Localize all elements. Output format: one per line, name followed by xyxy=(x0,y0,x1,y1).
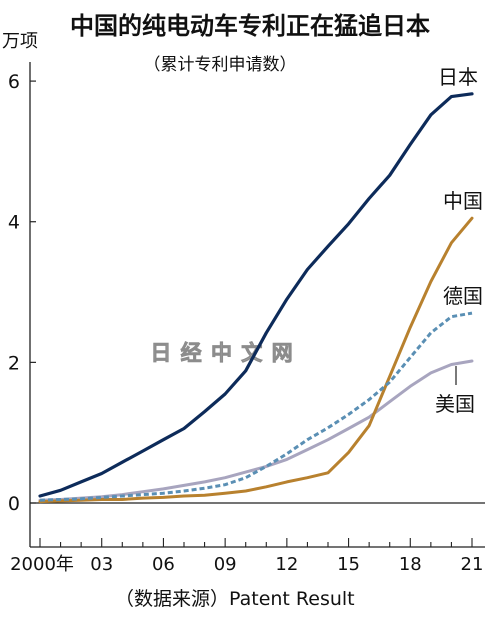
series-line-0 xyxy=(38,92,474,498)
y-tick-label: 4 xyxy=(8,212,20,234)
series-line-2 xyxy=(39,311,473,502)
x-tick-label: 15 xyxy=(337,554,360,575)
series-label-3: 美国 xyxy=(435,392,475,416)
axes: 0 2 4 6 2000年 03 06 09 12 15 18 21 xyxy=(8,62,485,575)
x-tick-label: 21 xyxy=(461,554,484,575)
y-tick-label: 6 xyxy=(8,71,20,93)
y-tick-label: 0 xyxy=(8,493,20,515)
series-line-3 xyxy=(38,359,474,502)
x-tick-label: 2000年 xyxy=(10,554,74,575)
x-tick-label: 03 xyxy=(90,554,113,575)
x-tick-label: 09 xyxy=(214,554,237,575)
series-label-0: 日本 xyxy=(438,65,478,89)
chart-subtitle: （累计专利申请数） xyxy=(144,55,297,75)
source-note: （数据来源）Patent Result xyxy=(115,588,355,610)
chart-title: 中国的纯电动车专利正在猛追日本 xyxy=(70,12,430,40)
y-tick-label: 2 xyxy=(8,352,20,374)
x-tick-label: 12 xyxy=(275,554,298,575)
y-axis-unit-label: 万项 xyxy=(2,31,38,52)
series-layer xyxy=(38,92,474,504)
watermark: 日 经 中 文 网 xyxy=(150,341,293,365)
series-label-2: 德国 xyxy=(443,284,483,308)
x-tick-label: 06 xyxy=(152,554,175,575)
x-tick-label: 18 xyxy=(399,554,422,575)
series-line-1 xyxy=(38,216,474,504)
series-label-1: 中国 xyxy=(443,189,483,213)
